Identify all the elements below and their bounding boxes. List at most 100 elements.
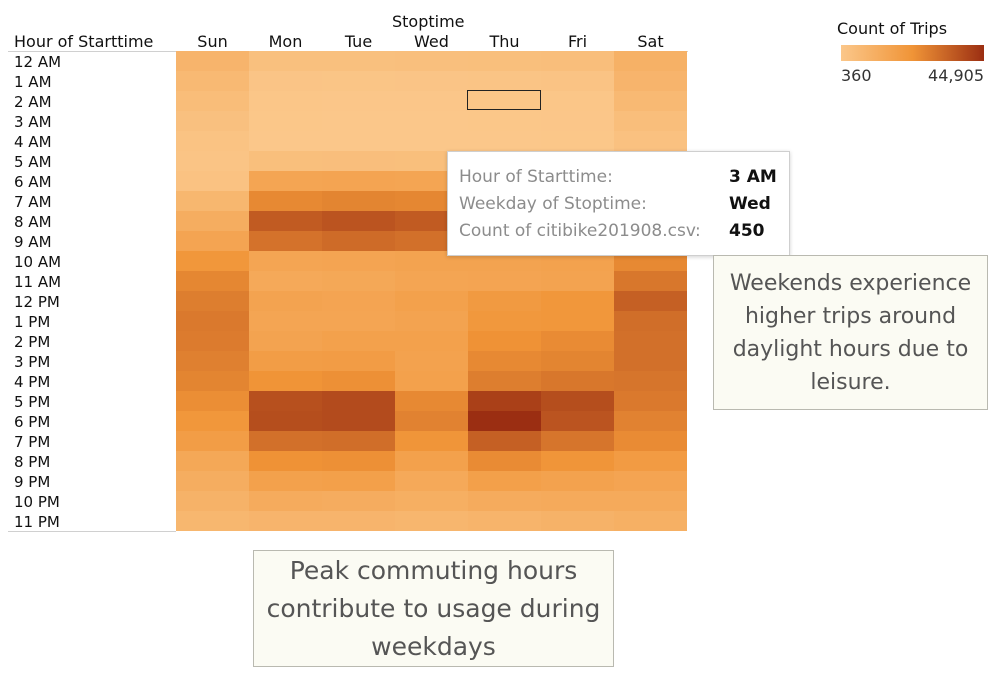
heatmap-cell-10am-wed[interactable] <box>395 251 469 272</box>
heatmap-cell-10pm-mon[interactable] <box>249 491 323 512</box>
heatmap-cell-3pm-thu[interactable] <box>468 351 542 372</box>
row-label-7pm[interactable]: 7 PM <box>14 433 51 451</box>
heatmap-cell-2am-tue[interactable] <box>322 91 396 112</box>
heatmap-cell-12am-fri[interactable] <box>541 51 615 72</box>
heatmap-cell-10pm-tue[interactable] <box>322 491 396 512</box>
heatmap-cell-10pm-thu[interactable] <box>468 491 542 512</box>
heatmap-cell-3am-thu[interactable] <box>468 111 542 132</box>
heatmap-cell-11am-sat[interactable] <box>614 271 687 292</box>
heatmap-cell-4am-fri[interactable] <box>541 131 615 152</box>
column-label-wed[interactable]: Wed <box>414 32 449 51</box>
heatmap-cell-3am-sun[interactable] <box>176 111 250 132</box>
heatmap-cell-7pm-mon[interactable] <box>249 431 323 452</box>
row-label-3pm[interactable]: 3 PM <box>14 353 51 371</box>
heatmap-cell-2pm-thu[interactable] <box>468 331 542 352</box>
heatmap-cell-7pm-sun[interactable] <box>176 431 250 452</box>
row-label-6pm[interactable]: 6 PM <box>14 413 51 431</box>
heatmap-cell-11am-tue[interactable] <box>322 271 396 292</box>
heatmap-cell-2pm-sun[interactable] <box>176 331 250 352</box>
heatmap-cell-11pm-mon[interactable] <box>249 511 323 531</box>
heatmap-cell-1pm-mon[interactable] <box>249 311 323 332</box>
heatmap-cell-1pm-thu[interactable] <box>468 311 542 332</box>
heatmap-cell-4am-tue[interactable] <box>322 131 396 152</box>
row-label-8am[interactable]: 8 AM <box>14 213 52 231</box>
heatmap-cell-11am-wed[interactable] <box>395 271 469 292</box>
row-label-9am[interactable]: 9 AM <box>14 233 52 251</box>
heatmap-cell-5pm-tue[interactable] <box>322 391 396 412</box>
heatmap-cell-8pm-wed[interactable] <box>395 451 469 472</box>
row-label-4am[interactable]: 4 AM <box>14 133 52 151</box>
row-label-7am[interactable]: 7 AM <box>14 193 52 211</box>
heatmap-cell-6am-sun[interactable] <box>176 171 250 192</box>
heatmap-cell-5pm-sun[interactable] <box>176 391 250 412</box>
heatmap-cell-12pm-thu[interactable] <box>468 291 542 312</box>
heatmap-cell-6pm-tue[interactable] <box>322 411 396 432</box>
heatmap-cell-3am-tue[interactable] <box>322 111 396 132</box>
heatmap-cell-11am-mon[interactable] <box>249 271 323 292</box>
row-label-12am[interactable]: 12 AM <box>14 53 62 71</box>
heatmap-cell-3am-wed[interactable] <box>395 111 469 132</box>
heatmap-cell-12pm-sat[interactable] <box>614 291 687 312</box>
row-label-11pm[interactable]: 11 PM <box>14 513 60 531</box>
heatmap-cell-1pm-wed[interactable] <box>395 311 469 332</box>
heatmap-cell-6pm-mon[interactable] <box>249 411 323 432</box>
heatmap-cell-3am-sat[interactable] <box>614 111 687 132</box>
heatmap-cell-10am-thu[interactable] <box>468 251 542 272</box>
heatmap-cell-10pm-sun[interactable] <box>176 491 250 512</box>
heatmap-cell-7pm-tue[interactable] <box>322 431 396 452</box>
heatmap-cell-3pm-tue[interactable] <box>322 351 396 372</box>
heatmap-cell-2pm-wed[interactable] <box>395 331 469 352</box>
heatmap-cell-4pm-mon[interactable] <box>249 371 323 392</box>
heatmap-cell-4am-wed[interactable] <box>395 131 469 152</box>
heatmap-cell-8pm-fri[interactable] <box>541 451 615 472</box>
heatmap-cell-11am-sun[interactable] <box>176 271 250 292</box>
heatmap-cell-10am-sat[interactable] <box>614 251 687 272</box>
heatmap-cell-6pm-wed[interactable] <box>395 411 469 432</box>
heatmap-cell-3pm-sun[interactable] <box>176 351 250 372</box>
heatmap-cell-4am-sat[interactable] <box>614 131 687 152</box>
heatmap-cell-1am-sun[interactable] <box>176 71 250 92</box>
row-label-2am[interactable]: 2 AM <box>14 93 52 111</box>
heatmap-cell-10pm-sat[interactable] <box>614 491 687 512</box>
heatmap-cell-10pm-fri[interactable] <box>541 491 615 512</box>
heatmap-cell-12am-mon[interactable] <box>249 51 323 72</box>
heatmap-cell-2am-fri[interactable] <box>541 91 615 112</box>
row-label-4pm[interactable]: 4 PM <box>14 373 51 391</box>
heatmap-cell-10am-tue[interactable] <box>322 251 396 272</box>
heatmap-cell-7am-sun[interactable] <box>176 191 250 212</box>
column-label-sun[interactable]: Sun <box>197 32 228 51</box>
heatmap-cell-6pm-fri[interactable] <box>541 411 615 432</box>
heatmap-cell-1am-thu[interactable] <box>468 71 542 92</box>
heatmap-cell-4am-mon[interactable] <box>249 131 323 152</box>
heatmap-cell-1am-fri[interactable] <box>541 71 615 92</box>
heatmap-cell-4pm-fri[interactable] <box>541 371 615 392</box>
row-label-11am[interactable]: 11 AM <box>14 273 62 291</box>
heatmap-cell-6pm-sat[interactable] <box>614 411 687 432</box>
heatmap-cell-11am-thu[interactable] <box>468 271 542 292</box>
heatmap-cell-2pm-sat[interactable] <box>614 331 687 352</box>
heatmap-cell-12am-thu[interactable] <box>468 51 542 72</box>
heatmap-cell-4am-sun[interactable] <box>176 131 250 152</box>
row-label-1pm[interactable]: 1 PM <box>14 313 51 331</box>
heatmap-cell-2am-sat[interactable] <box>614 91 687 112</box>
row-label-2pm[interactable]: 2 PM <box>14 333 51 351</box>
heatmap-cell-12pm-sun[interactable] <box>176 291 250 312</box>
heatmap-cell-2pm-fri[interactable] <box>541 331 615 352</box>
heatmap-cell-2am-wed[interactable] <box>395 91 469 112</box>
heatmap-cell-12pm-mon[interactable] <box>249 291 323 312</box>
heatmap-cell-3am-fri[interactable] <box>541 111 615 132</box>
heatmap-cell-9pm-mon[interactable] <box>249 471 323 492</box>
heatmap-cell-9pm-sun[interactable] <box>176 471 250 492</box>
heatmap-cell-1pm-sun[interactable] <box>176 311 250 332</box>
heatmap-cell-4pm-thu[interactable] <box>468 371 542 392</box>
heatmap-cell-4pm-sun[interactable] <box>176 371 250 392</box>
heatmap-cell-4pm-tue[interactable] <box>322 371 396 392</box>
heatmap-cell-2am-sun[interactable] <box>176 91 250 112</box>
column-label-fri[interactable]: Fri <box>567 32 588 51</box>
row-label-5pm[interactable]: 5 PM <box>14 393 51 411</box>
heatmap-cell-11pm-fri[interactable] <box>541 511 615 531</box>
heatmap-cell-4am-thu[interactable] <box>468 131 542 152</box>
heatmap-cell-6am-tue[interactable] <box>322 171 396 192</box>
column-label-sat[interactable]: Sat <box>637 32 664 51</box>
heatmap-cell-9pm-sat[interactable] <box>614 471 687 492</box>
